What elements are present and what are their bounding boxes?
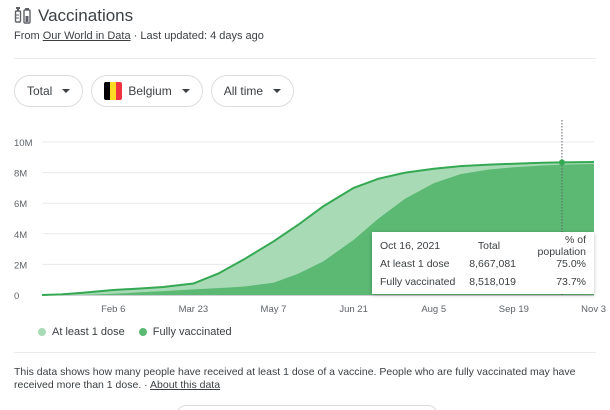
legend-label: At least 1 dose: [52, 326, 125, 338]
caret-down-icon: [62, 89, 71, 93]
y-tick-label: 10M: [14, 138, 33, 149]
tooltip-row-label: At least 1 dose: [380, 258, 450, 270]
x-tick-label: Nov 3: [581, 304, 606, 315]
y-tick-label: 6M: [14, 199, 27, 210]
y-tick-label: 4M: [14, 230, 27, 241]
legend-dot-icon: [38, 328, 46, 336]
tooltip-row-total: 8,667,081: [469, 258, 516, 270]
source-link[interactable]: Our World in Data: [42, 30, 131, 42]
x-tick-label: May 7: [261, 304, 287, 315]
tooltip-row-pct: 75.0%: [556, 258, 586, 270]
y-tick-label: 0: [14, 291, 19, 302]
x-tick-label: Feb 6: [101, 304, 125, 315]
y-tick-label: 8M: [14, 169, 27, 180]
time-range-label: All time: [223, 84, 264, 98]
about-data-link[interactable]: About this data: [150, 379, 221, 391]
belgium-flag-icon: [104, 82, 123, 100]
country-label: Belgium: [128, 84, 172, 98]
data-note: This data shows how many people have rec…: [14, 366, 599, 392]
legend-item-fully[interactable]: Fully vaccinated: [138, 326, 232, 338]
x-tick-label: Aug 5: [421, 304, 446, 315]
tooltip-date: Oct 16, 2021: [380, 240, 441, 252]
header: Vaccinations: [14, 6, 133, 26]
tooltip-col-total: Total: [477, 240, 501, 252]
tooltip-row-total: 8,518,019: [469, 276, 516, 288]
last-updated: Last updated: 4 days ago: [140, 30, 264, 42]
filter-bar: Total Belgium All time: [14, 75, 295, 107]
source-line: From Our World in Data · Last updated: 4…: [14, 30, 264, 42]
vaccine-icon: [14, 7, 31, 24]
chart-tooltip: Oct 16, 2021 Total % of population At le…: [372, 232, 594, 294]
divider: [14, 58, 596, 59]
more-button[interactable]: [176, 405, 438, 410]
series-line-at-least-one: [41, 161, 595, 296]
tooltip-row-pct: 73.7%: [556, 276, 586, 288]
page-title: Vaccinations: [38, 6, 134, 25]
chart-legend: At least 1 dose Fully vaccinated: [38, 326, 232, 338]
note-text: This data shows how many people have rec…: [14, 366, 576, 391]
x-tick-label: Mar 23: [179, 304, 209, 315]
metric-label: Total: [27, 84, 53, 98]
x-tick-label: Sep 19: [499, 304, 529, 315]
highlight-point: [558, 159, 565, 166]
legend-item-at-least-one[interactable]: At least 1 dose: [38, 326, 125, 338]
caret-down-icon: [273, 89, 282, 93]
country-dropdown[interactable]: Belgium: [91, 75, 203, 107]
source-prefix: From: [14, 30, 43, 42]
time-range-dropdown[interactable]: All time: [210, 75, 295, 107]
y-tick-label: 2M: [14, 260, 27, 271]
legend-label: Fully vaccinated: [152, 326, 232, 338]
metric-dropdown[interactable]: Total: [14, 75, 84, 107]
caret-down-icon: [181, 89, 190, 93]
x-tick-label: Jun 21: [339, 304, 368, 315]
tooltip-row-label: Fully vaccinated: [380, 276, 456, 288]
source-separator: ·: [130, 30, 141, 42]
tooltip-col-pct: % of population: [537, 234, 586, 258]
legend-dot-icon: [138, 328, 147, 336]
note-separator: ·: [141, 379, 151, 391]
divider: [14, 352, 596, 353]
